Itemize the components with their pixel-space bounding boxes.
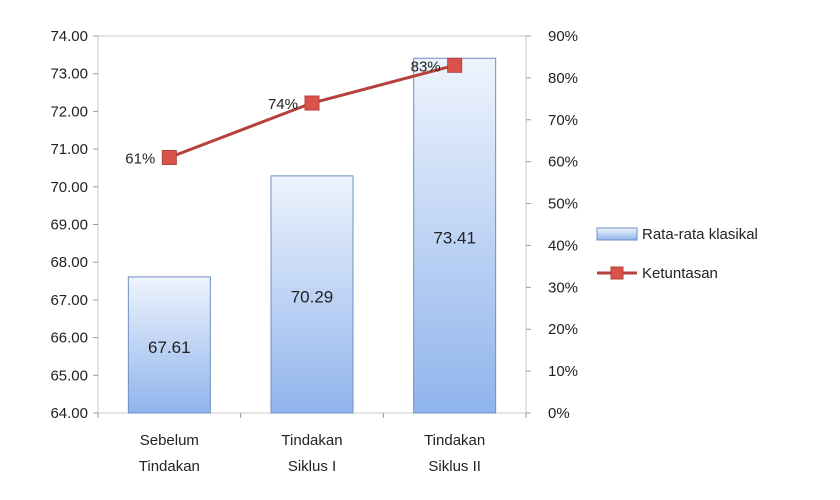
category-label-1-1: Siklus I xyxy=(288,458,336,475)
ketuntasan-value-label-0: 61% xyxy=(125,150,155,167)
ketuntasan-point-0 xyxy=(161,149,177,165)
right-axis-tick-label-8: 80% xyxy=(548,70,578,87)
bar-1 xyxy=(270,175,354,414)
labels-layer: 67.61 70.29 73.41 61% 74% 83% xyxy=(125,58,476,357)
left-axis-tick-label-8: 72.00 xyxy=(50,103,88,120)
category-label-0-1: Tindakan xyxy=(139,458,200,475)
left-axis-tick-label-2: 66.00 xyxy=(50,330,88,347)
right-axis-tick-label-0: 0% xyxy=(548,405,570,422)
legend-label-line: Ketuntasan xyxy=(642,265,718,282)
bar-value-label-2: 73.41 xyxy=(433,229,476,248)
right-axis-tick-label-3: 30% xyxy=(548,279,578,296)
left-axis-tick-label-3: 67.00 xyxy=(50,292,88,309)
category-label-2-0: Tindakan xyxy=(424,432,485,449)
category-label-0-0: Sebelum xyxy=(140,432,199,449)
ketuntasan-point-2 xyxy=(447,57,463,73)
left-axis-tick-label-0: 64.00 xyxy=(50,405,88,422)
category-label-2-1: Siklus II xyxy=(428,458,481,475)
left-axis-tick-label-7: 71.00 xyxy=(50,141,88,158)
legend-label-bar: Rata-rata klasikal xyxy=(642,226,758,243)
bar-2 xyxy=(413,57,497,414)
left-axis-tick-label-4: 68.00 xyxy=(50,254,88,271)
left-axis-tick-label-5: 69.00 xyxy=(50,217,88,234)
right-axis-tick-label-6: 60% xyxy=(548,154,578,171)
line-layer xyxy=(161,57,463,165)
left-axis-tick-label-1: 65.00 xyxy=(50,367,88,384)
legend-swatch-bar xyxy=(596,227,638,241)
left-axis-tick-label-9: 73.00 xyxy=(50,66,88,83)
category-label-1-0: Tindakan xyxy=(281,432,342,449)
left-axis-tick-label-10: 74.00 xyxy=(50,28,88,45)
left-axis-tick-label-6: 70.00 xyxy=(50,179,88,196)
right-axis-tick-label-5: 50% xyxy=(548,196,578,213)
right-axis-tick-label-7: 70% xyxy=(548,112,578,129)
right-axis-tick-label-9: 90% xyxy=(548,28,578,45)
bar-value-label-0: 67.61 xyxy=(148,338,191,357)
bars-layer xyxy=(127,57,497,414)
bar-0 xyxy=(127,276,211,414)
axes-layer: 64.00 65.00 66.00 67.00 68.00 69.00 70.00 71.00… xyxy=(50,28,578,475)
bar-value-label-1: 70.29 xyxy=(291,287,334,306)
ketuntasan-value-label-1: 74% xyxy=(268,96,298,113)
legend: Rata-rata klasikal Ketuntasan xyxy=(596,226,758,282)
right-axis-tick-label-2: 20% xyxy=(548,321,578,338)
ketuntasan-value-label-2: 83% xyxy=(411,58,441,75)
legend-swatch-marker xyxy=(610,266,624,280)
ketuntasan-point-1 xyxy=(304,95,320,111)
right-axis-tick-label-4: 40% xyxy=(548,237,578,254)
right-axis-tick-label-1: 10% xyxy=(548,363,578,380)
